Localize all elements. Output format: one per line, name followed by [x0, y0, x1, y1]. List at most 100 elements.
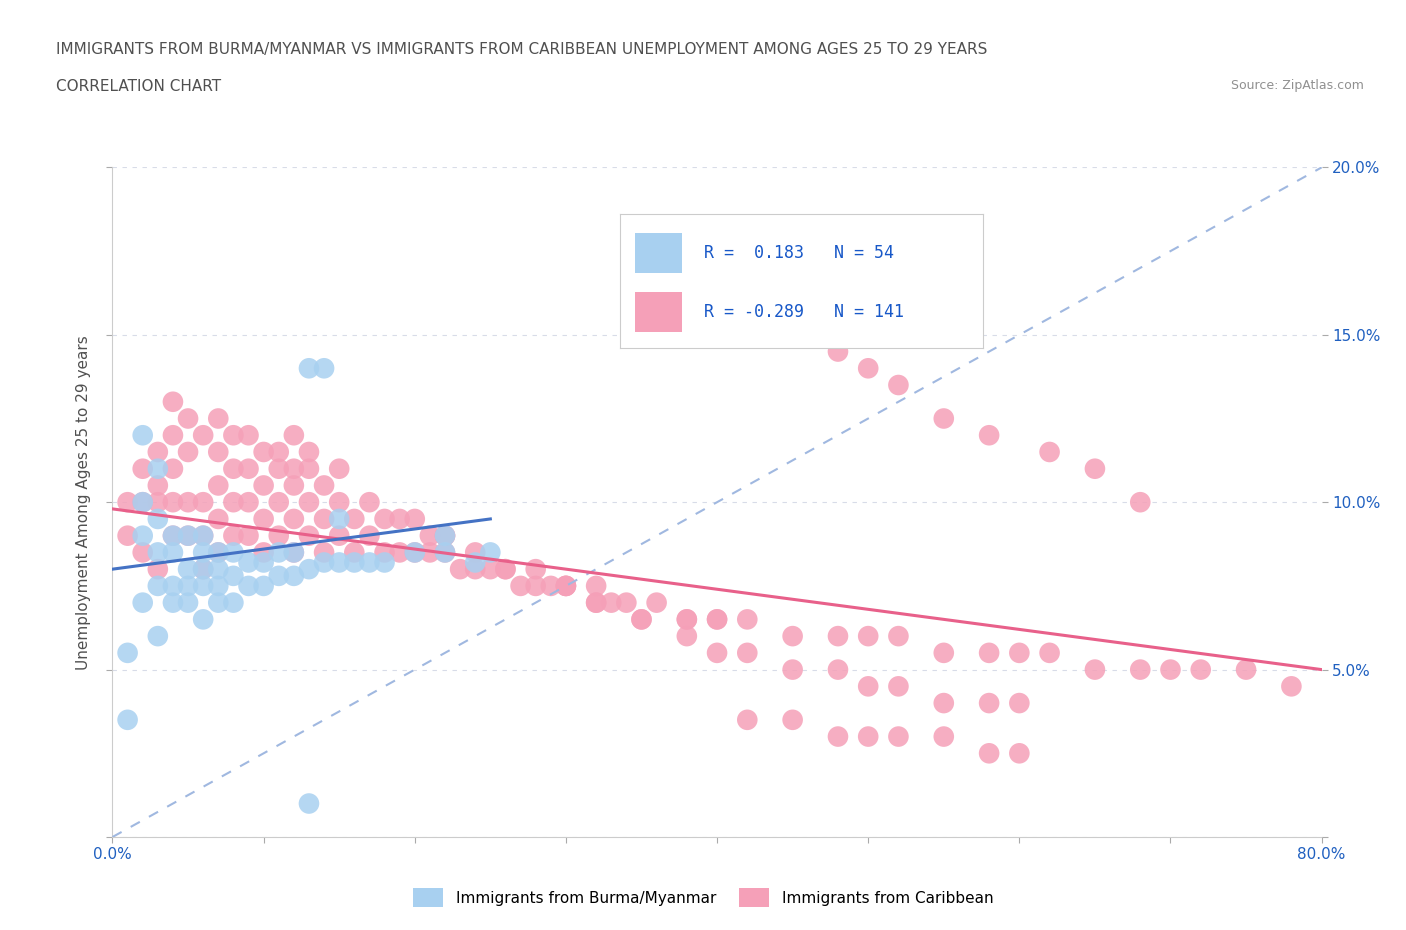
Point: [267, 461, 290, 476]
Point: [283, 568, 305, 583]
Point: [404, 545, 426, 560]
Point: [675, 612, 697, 627]
Point: [1189, 662, 1212, 677]
Point: [267, 568, 290, 583]
Point: [177, 495, 200, 510]
Point: [117, 712, 139, 727]
Point: [645, 595, 668, 610]
Point: [283, 461, 305, 476]
Point: [887, 629, 910, 644]
Point: [1084, 662, 1107, 677]
Point: [374, 545, 396, 560]
Point: [177, 445, 200, 459]
Y-axis label: Unemployment Among Ages 25 to 29 years: Unemployment Among Ages 25 to 29 years: [76, 335, 91, 670]
Point: [675, 612, 697, 627]
Point: [207, 478, 229, 493]
Point: [267, 445, 290, 459]
Point: [328, 555, 350, 570]
Point: [132, 428, 155, 443]
Point: [887, 729, 910, 744]
Point: [433, 545, 456, 560]
Point: [253, 445, 276, 459]
Point: [238, 555, 260, 570]
Point: [1234, 662, 1257, 677]
Point: [146, 578, 169, 593]
Point: [856, 679, 880, 694]
Point: [827, 729, 849, 744]
Point: [146, 461, 169, 476]
Point: [146, 545, 169, 560]
Point: [524, 562, 547, 577]
Point: [177, 411, 200, 426]
Point: [253, 545, 276, 560]
Point: [283, 545, 305, 560]
Point: [283, 545, 305, 560]
Point: [298, 495, 321, 510]
Point: [1038, 445, 1062, 459]
Point: [146, 629, 169, 644]
Point: [314, 512, 336, 526]
Point: [253, 512, 276, 526]
Point: [827, 662, 849, 677]
Point: [191, 495, 214, 510]
Point: [359, 495, 381, 510]
Point: [932, 729, 955, 744]
Point: [887, 679, 910, 694]
Point: [524, 578, 547, 593]
Point: [1008, 696, 1031, 711]
Point: [554, 578, 576, 593]
Point: [585, 595, 607, 610]
Point: [222, 461, 245, 476]
Point: [630, 612, 652, 627]
Point: [977, 696, 1000, 711]
Point: [162, 528, 184, 543]
Point: [887, 378, 910, 392]
Point: [146, 478, 169, 493]
Point: [479, 545, 502, 560]
Point: [162, 595, 184, 610]
Point: [977, 645, 1000, 660]
Point: [1129, 662, 1152, 677]
Point: [298, 361, 321, 376]
Point: [464, 562, 486, 577]
Point: [433, 528, 456, 543]
Point: [374, 512, 396, 526]
Point: [1008, 746, 1031, 761]
Point: [737, 645, 759, 660]
Point: [782, 629, 804, 644]
Point: [630, 612, 652, 627]
Point: [298, 461, 321, 476]
Point: [343, 555, 366, 570]
Point: [706, 645, 728, 660]
Point: [117, 645, 139, 660]
Point: [146, 562, 169, 577]
Point: [238, 428, 260, 443]
Point: [132, 528, 155, 543]
Point: [191, 562, 214, 577]
Point: [706, 612, 728, 627]
Point: [404, 545, 426, 560]
Point: [433, 545, 456, 560]
Point: [253, 578, 276, 593]
Point: [856, 729, 880, 744]
Point: [207, 445, 229, 459]
Point: [433, 528, 456, 543]
Point: [283, 478, 305, 493]
Point: [253, 478, 276, 493]
Point: [433, 528, 456, 543]
Point: [314, 555, 336, 570]
Point: [191, 545, 214, 560]
Point: [207, 578, 229, 593]
Point: [267, 528, 290, 543]
Point: [191, 428, 214, 443]
Point: [419, 545, 441, 560]
Point: [298, 562, 321, 577]
Point: [932, 645, 955, 660]
Point: [177, 528, 200, 543]
Point: [238, 528, 260, 543]
Point: [191, 528, 214, 543]
Point: [495, 562, 517, 577]
Point: [782, 311, 804, 325]
Point: [1159, 662, 1181, 677]
Point: [117, 495, 139, 510]
